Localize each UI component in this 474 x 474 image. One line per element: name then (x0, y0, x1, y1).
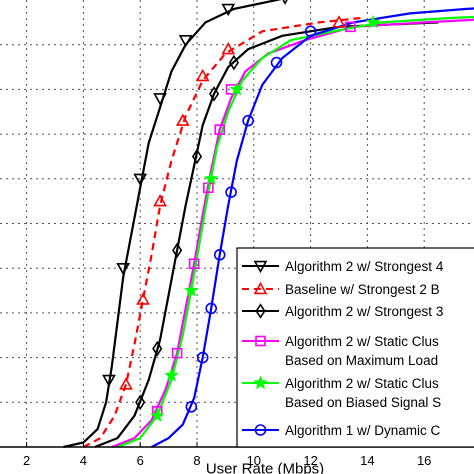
series-5-point (365, 14, 381, 29)
x-tick-label: 8 (193, 453, 200, 468)
series-6-point (185, 400, 198, 413)
series-line-1 (63, 0, 282, 449)
legend-label-5-line2: Based on Biased Signal S (285, 395, 441, 410)
legend: Algorithm 2 w/ Strongest 4 Baseline w/ St… (236, 247, 474, 448)
x-tick-label: 2 (23, 453, 30, 468)
legend-label-2: Baseline w/ Strongest 2 B (285, 282, 440, 297)
x-tick-label: 10 (247, 453, 261, 468)
series-2-point (136, 292, 150, 305)
x-tick-label: 4 (80, 453, 87, 468)
series-5-point (229, 81, 244, 96)
series-6-point (205, 302, 217, 315)
series-1-point (221, 3, 236, 17)
legend-label-1: Algorithm 2 w/ Strongest 4 (285, 259, 444, 274)
series-6-point (270, 56, 283, 69)
series-6-point (196, 351, 209, 364)
series-2-point (221, 42, 236, 55)
legend-label-5: Algorithm 2 w/ Static Clus (285, 376, 439, 391)
series-line-4 (111, 18, 474, 449)
series-3-point (135, 394, 146, 411)
series-2-point (153, 194, 167, 207)
series-1-point (102, 374, 116, 388)
legend-label-6: Algorithm 1 w/ Dynamic C (285, 423, 441, 438)
series-6-point (225, 186, 237, 199)
legend-marker-5 (253, 375, 268, 390)
series-2-point (119, 377, 133, 390)
series-1-point (116, 262, 131, 276)
legend-label-3: Algorithm 2 w/ Strongest 3 (285, 304, 443, 319)
legend-marker-1 (253, 260, 268, 274)
series-4-point (345, 21, 356, 33)
legend-box (236, 247, 474, 448)
x-tick-label: 14 (360, 453, 374, 468)
series-3-point (172, 242, 183, 259)
series-6-point (304, 25, 317, 38)
series-4-point (188, 258, 200, 270)
series-2-point (195, 68, 210, 82)
legend-label-4: Algorithm 2 w/ Static Clus (285, 334, 439, 349)
series-line-5 (117, 15, 474, 449)
legend-marker-2 (253, 281, 268, 295)
series-4-point (214, 124, 226, 135)
series-5-point (203, 171, 219, 185)
series-5-point (184, 283, 199, 297)
series-3-point (191, 148, 203, 165)
x-tick-label: 16 (417, 453, 431, 468)
series-1-point (153, 93, 167, 106)
legend-marker-6 (254, 424, 267, 436)
series-line-2 (82, 16, 362, 448)
legend-label-4-line2: Based on Maximum Load (285, 353, 438, 368)
series-2-point (332, 15, 346, 28)
series-6-point (242, 114, 254, 127)
legend-marker-3 (255, 303, 266, 319)
series-6-point (213, 248, 226, 261)
series-5-point (164, 367, 179, 382)
series-3-point (228, 54, 240, 71)
series-5-point (150, 408, 165, 422)
x-tick-label: 12 (303, 453, 317, 468)
x-tick-label: 6 (137, 453, 144, 468)
series-4-point (171, 347, 183, 359)
series-1-point (178, 35, 193, 48)
series-3-point (152, 340, 163, 357)
legend-marker-4 (255, 335, 266, 347)
x-axis-title: User Rate (Mbps) (206, 461, 324, 474)
series-3-point (208, 86, 220, 102)
series-2-point (175, 113, 190, 126)
series-1-point (133, 173, 148, 186)
series-layer (63, 0, 474, 449)
